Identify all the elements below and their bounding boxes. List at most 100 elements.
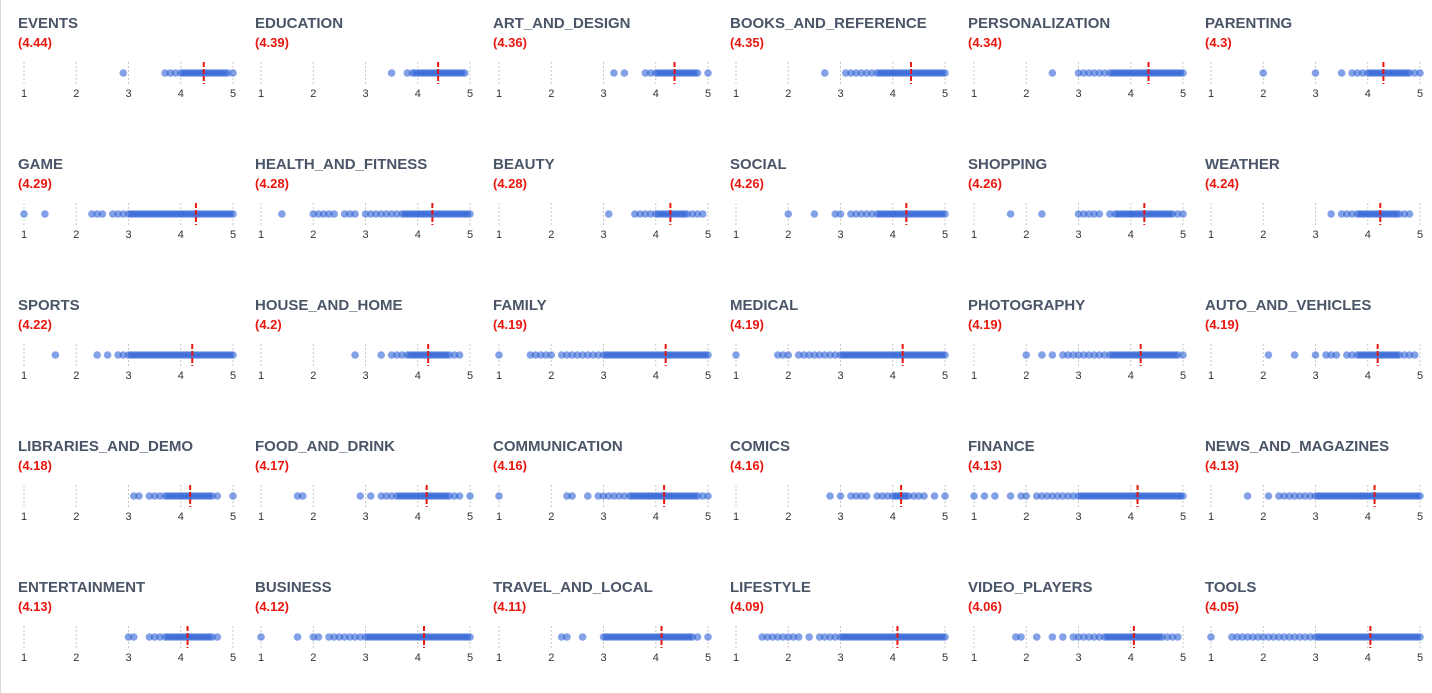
x-tick-label: 3 xyxy=(600,370,606,382)
panel-title: GAME xyxy=(18,156,63,173)
data-point xyxy=(393,351,401,359)
mean-label: (4.2) xyxy=(255,317,282,332)
data-point xyxy=(831,210,840,218)
data-point xyxy=(784,633,793,641)
data-point xyxy=(1022,351,1031,359)
data-point xyxy=(1173,633,1182,641)
data-point xyxy=(768,633,777,641)
panel-news-and-magazines: NEWS_AND_MAGAZINES (4.13) 1 2 3 4 5 xyxy=(1205,438,1424,523)
data-point xyxy=(1306,492,1315,500)
data-point xyxy=(568,492,576,500)
x-tick-label: 3 xyxy=(600,511,606,523)
x-tick-label: 4 xyxy=(415,511,421,523)
mean-label: (4.05) xyxy=(1205,599,1239,614)
panel-finance: FINANCE (4.13) 1 2 3 4 5 xyxy=(968,438,1187,523)
data-point xyxy=(1405,69,1414,77)
x-tick-label: 5 xyxy=(705,229,711,241)
panel-events: EVENTS (4.44) 1 2 3 4 5 xyxy=(18,15,237,100)
x-tick-label: 1 xyxy=(733,652,739,664)
data-point xyxy=(1085,210,1093,218)
data-point xyxy=(852,210,860,218)
x-tick-label: 2 xyxy=(785,370,791,382)
data-point xyxy=(563,633,571,641)
data-point xyxy=(1090,210,1098,218)
x-tick-label: 1 xyxy=(733,370,739,382)
x-tick-label: 5 xyxy=(467,511,473,523)
panel-food-and-drink: FOOD_AND_DRINK (4.17) 1 2 3 4 5 xyxy=(255,438,474,523)
x-tick-label: 2 xyxy=(548,88,554,100)
data-point xyxy=(88,210,96,218)
mean-label: (4.16) xyxy=(730,458,764,473)
data-point xyxy=(156,633,164,641)
data-point xyxy=(1074,69,1083,77)
data-point xyxy=(688,210,697,218)
x-tick-label: 2 xyxy=(785,229,791,241)
data-point xyxy=(1048,351,1057,359)
data-point xyxy=(93,351,101,359)
data-point xyxy=(335,633,344,641)
data-point xyxy=(1264,351,1273,359)
data-point xyxy=(1085,69,1093,77)
data-point xyxy=(688,633,697,641)
data-point xyxy=(610,69,618,77)
data-point xyxy=(805,633,813,641)
data-point xyxy=(526,351,535,359)
panel-title: NEWS_AND_MAGAZINES xyxy=(1205,438,1389,455)
data-point xyxy=(537,351,545,359)
data-point xyxy=(1006,210,1015,218)
data-point xyxy=(1179,351,1187,359)
x-tick-label: 1 xyxy=(258,511,264,523)
data-point xyxy=(346,633,354,641)
data-point xyxy=(445,492,453,500)
panel-title: FAMILY xyxy=(493,297,547,314)
panel-shopping: SHOPPING (4.26) 1 2 3 4 5 xyxy=(968,156,1187,241)
x-tick-label: 4 xyxy=(653,88,659,100)
data-point xyxy=(340,633,349,641)
data-point xyxy=(1048,633,1057,641)
data-point xyxy=(1095,210,1104,218)
data-point xyxy=(1400,351,1409,359)
x-tick-label: 2 xyxy=(1023,229,1029,241)
data-point xyxy=(1416,69,1424,77)
data-point xyxy=(1074,351,1083,359)
data-point xyxy=(693,633,702,641)
data-point xyxy=(361,210,370,218)
mean-label: (4.12) xyxy=(255,599,289,614)
panel-title: SHOPPING xyxy=(968,156,1047,173)
data-point xyxy=(573,351,582,359)
data-point xyxy=(20,210,28,218)
x-tick-label: 2 xyxy=(310,88,316,100)
x-tick-label: 1 xyxy=(1208,652,1214,664)
data-point xyxy=(1290,492,1299,500)
panel-travel-and-local: TRAVEL_AND_LOCAL (4.11) 1 2 3 4 5 xyxy=(493,579,712,664)
panel-communication: COMMUNICATION (4.16) 1 2 3 4 5 xyxy=(493,438,712,523)
data-point xyxy=(293,492,302,500)
x-tick-label: 3 xyxy=(1312,511,1318,523)
x-tick-label: 2 xyxy=(310,652,316,664)
data-point xyxy=(1017,492,1025,500)
panel-title: PARENTING xyxy=(1205,15,1292,32)
x-tick-label: 3 xyxy=(1075,511,1081,523)
data-point xyxy=(847,69,855,77)
data-point xyxy=(1095,351,1104,359)
x-tick-label: 5 xyxy=(1180,652,1186,664)
data-point xyxy=(319,210,328,218)
data-point xyxy=(941,351,949,359)
data-point xyxy=(557,633,566,641)
x-tick-label: 4 xyxy=(178,88,184,100)
data-point xyxy=(145,492,154,500)
panel-title: MEDICAL xyxy=(730,297,798,314)
data-point xyxy=(119,351,128,359)
mean-label: (4.19) xyxy=(968,317,1002,332)
data-point xyxy=(883,492,892,500)
x-tick-label: 1 xyxy=(21,370,27,382)
data-point xyxy=(789,633,798,641)
data-point xyxy=(578,351,587,359)
panel-title: EVENTS xyxy=(18,15,78,32)
data-point xyxy=(387,69,396,77)
x-tick-label: 1 xyxy=(733,88,739,100)
x-tick-label: 2 xyxy=(1260,511,1266,523)
x-tick-label: 1 xyxy=(496,88,502,100)
data-point xyxy=(631,210,639,218)
x-tick-label: 1 xyxy=(21,229,27,241)
